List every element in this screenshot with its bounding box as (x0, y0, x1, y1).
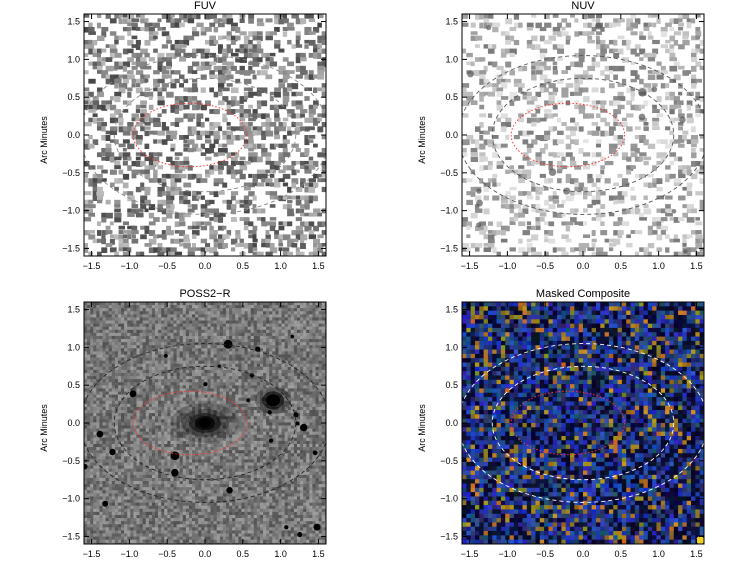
y-tick-label: −0.5 (62, 168, 80, 178)
x-tick-label: 1.0 (652, 261, 665, 271)
panel-title-fuv: FUV (194, 0, 216, 12)
x-tick-label: 1.0 (652, 549, 665, 559)
y-tick-label: 1.5 (67, 305, 80, 315)
x-tick-label: 0.5 (237, 549, 250, 559)
image-poss (84, 302, 326, 544)
y-tick-label: 1.0 (445, 54, 458, 64)
outer-ellipse-2 (462, 343, 704, 503)
x-tick-label: 0.0 (199, 261, 212, 271)
x-tick-label: 1.5 (312, 549, 325, 559)
plot-poss: −1.5 −1.0 −0.5 0.0 0.5 1.0 1.5 1.5 1.0 0.5 0.0 −0.5… (62, 301, 327, 559)
plot-composite: −1.5 −1.0 −0.5 0.0 0.5 1.0 1.5 1.5 1.0 0.5 0.0 −0.5… (440, 301, 705, 559)
x-tick-label: 0.0 (577, 261, 590, 271)
y-tick-label: −1.0 (440, 494, 458, 504)
x-tick-label: −1.0 (120, 549, 138, 559)
y-tick-label: −0.5 (62, 456, 80, 466)
outer-ellipse-1 (113, 365, 297, 481)
y-tick-label: −1.5 (440, 243, 458, 253)
y-tick-label: 1.0 (67, 54, 80, 64)
outer-ellipse-2 (462, 55, 704, 215)
x-tick-label: −1.5 (461, 549, 479, 559)
x-tick-label: 0.5 (615, 261, 628, 271)
plot-fuv: −1.5 −1.0 −0.5 0.0 0.5 1.0 1.5 1.5 1.0 0.5 0.0 −0.5… (62, 13, 327, 271)
x-tick-label: 0.0 (577, 549, 590, 559)
y-tick-label: 0.5 (445, 380, 458, 390)
y-tick-label: 1.5 (445, 17, 458, 27)
image-comp (462, 302, 704, 544)
y-tick-label: 1.0 (445, 342, 458, 352)
x-tick-label: 0.0 (199, 549, 212, 559)
panel-poss: POSS2−R Arc Minutes −1.5 −1.0 −0.5 0.0 0.5 1.… (0, 288, 340, 568)
y-tick-label: −1.0 (440, 206, 458, 216)
x-tick-label: 0.5 (615, 549, 628, 559)
x-tick-label: 1.0 (274, 549, 287, 559)
outer-ellipse-2 (84, 55, 326, 215)
outer-ellipse-2 (84, 343, 326, 503)
x-tick-label: −1.5 (461, 261, 479, 271)
y-tick-label: 1.5 (445, 305, 458, 315)
panel-title-nuv: NUV (571, 0, 595, 12)
y-tick-label: −1.5 (62, 531, 80, 541)
x-tick-label: −1.5 (83, 261, 101, 271)
x-tick-label: 1.5 (690, 549, 703, 559)
y-tick-label: 0.0 (445, 418, 458, 428)
y-tick-label: 1.5 (67, 17, 80, 27)
x-tick-label: −1.5 (83, 549, 101, 559)
x-tick-label: 1.0 (274, 261, 287, 271)
x-tick-label: −0.5 (536, 261, 554, 271)
y-tick-label: −0.5 (440, 456, 458, 466)
image-nuv (462, 14, 704, 256)
outer-ellipse-1 (491, 77, 675, 193)
x-tick-label: −1.0 (120, 261, 138, 271)
ellipses-poss (84, 343, 326, 503)
y-tick-label: 0.5 (67, 380, 80, 390)
panel-title-composite: Masked Composite (535, 288, 631, 300)
y-tick-label: −1.0 (62, 494, 80, 504)
y-tick-label: 0.5 (67, 92, 80, 102)
inner-ellipse (132, 102, 248, 168)
x-tick-label: −1.0 (498, 549, 516, 559)
x-tick-label: −0.5 (536, 549, 554, 559)
ellipses-fuv (84, 55, 326, 215)
panel-title-poss: POSS2−R (179, 288, 231, 300)
x-tick-label: −1.0 (498, 261, 516, 271)
ellipses-comp (462, 343, 704, 503)
panel-fuv: FUV Arc Minutes −1.5 −1.0 −0.5 0.0 0.5 1.0 1.5… (0, 0, 340, 280)
outer-ellipse-1 (113, 77, 297, 193)
y-tick-label: −1.5 (62, 243, 80, 253)
y-tick-label: −0.5 (440, 168, 458, 178)
y-tick-label: −1.0 (62, 206, 80, 216)
x-tick-label: 1.5 (690, 261, 703, 271)
x-tick-label: −0.5 (158, 549, 176, 559)
panel-composite: Masked Composite Arc Minutes −1.5 −1.0 −0.… (378, 288, 718, 568)
outer-ellipse-1 (491, 365, 675, 481)
inner-ellipse (132, 390, 248, 456)
y-tick-label: 0.5 (445, 92, 458, 102)
y-tick-label: 1.0 (67, 342, 80, 352)
y-tick-label: 0.0 (445, 130, 458, 140)
plot-nuv: −1.5 −1.0 −0.5 0.0 0.5 1.0 1.5 1.5 1.0 0.5 0.0 −0.5… (440, 13, 705, 271)
x-tick-label: −0.5 (158, 261, 176, 271)
x-tick-label: 1.5 (312, 261, 325, 271)
y-tick-label: 0.0 (67, 418, 80, 428)
panel-nuv: NUV Arc Minutes −1.5 −1.0 −0.5 0.0 0.5 1.0 1.5… (378, 0, 718, 280)
ellipses-nuv (462, 55, 704, 215)
inner-ellipse (510, 390, 626, 456)
x-tick-label: 0.5 (237, 261, 250, 271)
inner-ellipse (510, 102, 626, 168)
y-tick-label: −1.5 (440, 531, 458, 541)
image-fuv (84, 14, 326, 256)
y-tick-label: 0.0 (67, 130, 80, 140)
